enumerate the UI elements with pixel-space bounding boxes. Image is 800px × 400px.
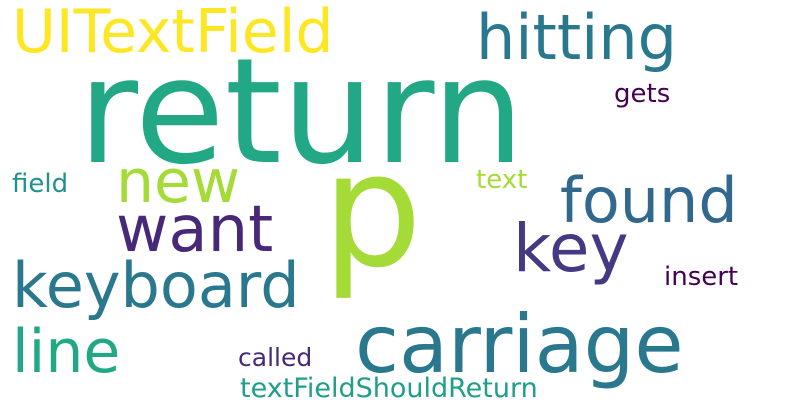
word-uitextfield: UITextField	[12, 0, 333, 67]
word-called: called	[238, 343, 312, 372]
word-new: new	[116, 147, 240, 217]
word-insert: insert	[664, 262, 738, 292]
word-return: return	[78, 27, 524, 197]
word-carriage: carriage	[355, 298, 684, 391]
word-gets: gets	[614, 79, 670, 109]
word-want: want	[116, 193, 273, 267]
word-field: field	[12, 169, 68, 199]
word-hitting: hitting	[476, 1, 677, 74]
word-p: p	[322, 119, 422, 303]
word-keyboard: keyboard	[12, 249, 300, 322]
word-key: key	[513, 210, 629, 287]
word-line: line	[12, 317, 120, 387]
word-found: found	[560, 164, 738, 237]
word-textfieldshouldreturn: textFieldShouldReturn	[240, 373, 538, 400]
word-text: text	[476, 165, 527, 195]
